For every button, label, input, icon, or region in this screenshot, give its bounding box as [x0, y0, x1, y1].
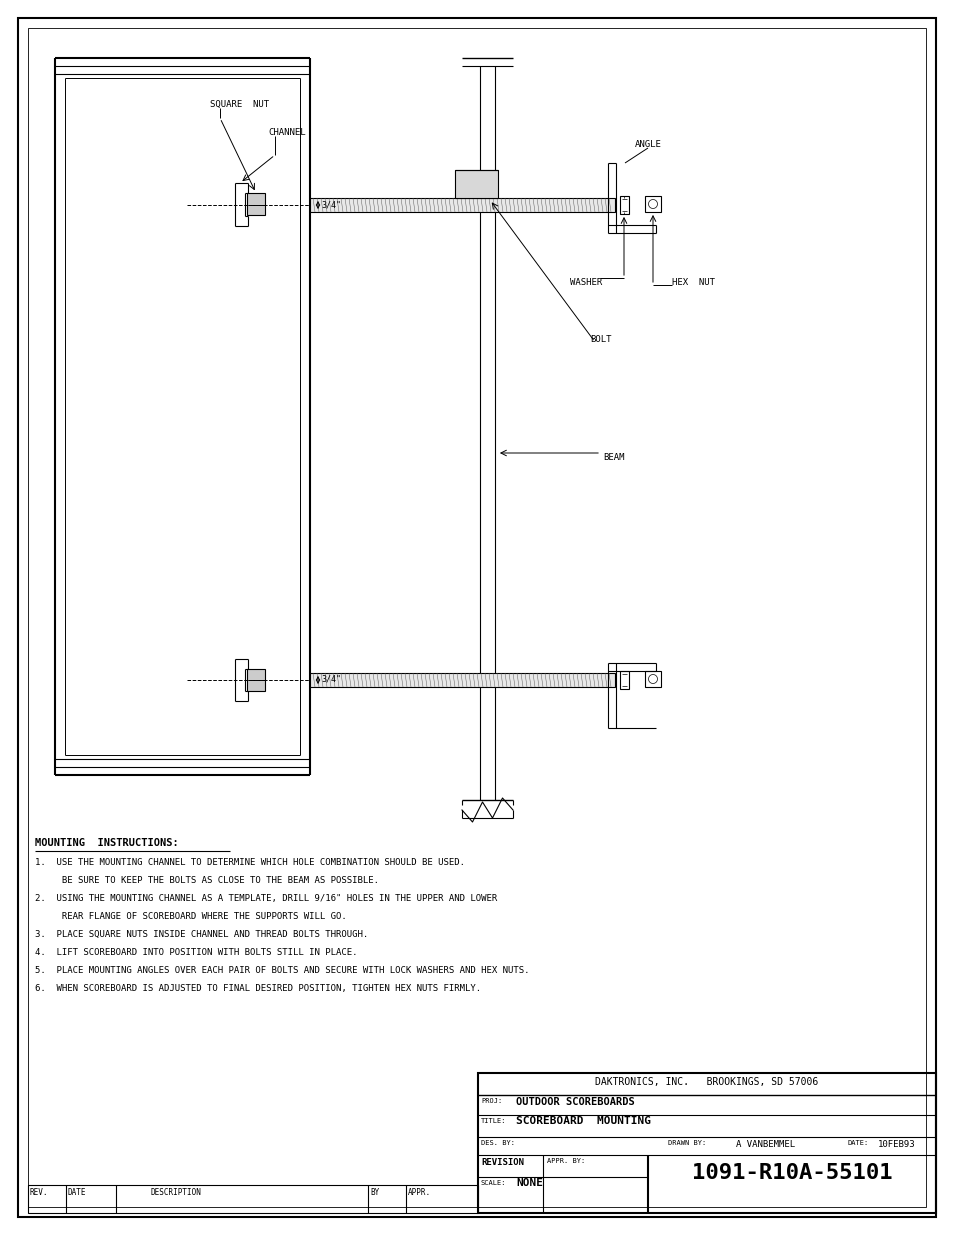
Text: 4.  LIFT SCOREBOARD INTO POSITION WITH BOLTS STILL IN PLACE.: 4. LIFT SCOREBOARD INTO POSITION WITH BO… [35, 948, 357, 957]
Text: NONE: NONE [516, 1178, 542, 1188]
Text: REV.: REV. [30, 1188, 49, 1197]
Text: 3/4": 3/4" [320, 200, 340, 209]
Text: DRAWN BY:: DRAWN BY: [667, 1140, 705, 1146]
Text: MOUNTING  INSTRUCTIONS:: MOUNTING INSTRUCTIONS: [35, 839, 178, 848]
Text: CHANNEL: CHANNEL [268, 128, 305, 137]
Text: 1091-R10A-55101: 1091-R10A-55101 [691, 1163, 891, 1183]
Bar [455, 170, 497, 198]
Text: APPR.: APPR. [408, 1188, 431, 1197]
Bar [644, 196, 660, 212]
Text: SQUARE  NUT: SQUARE NUT [210, 100, 269, 109]
Text: OUTDOOR SCOREBOARDS: OUTDOOR SCOREBOARDS [516, 1097, 634, 1107]
Text: 2.  USING THE MOUNTING CHANNEL AS A TEMPLATE, DRILL 9/16" HOLES IN THE UPPER AND: 2. USING THE MOUNTING CHANNEL AS A TEMPL… [35, 894, 497, 903]
Text: DATE: DATE [68, 1188, 87, 1197]
Text: DAKTRONICS, INC.   BROOKINGS, SD 57006: DAKTRONICS, INC. BROOKINGS, SD 57006 [595, 1077, 818, 1087]
Text: BOLT: BOLT [589, 335, 611, 345]
Text: PROJ:: PROJ: [480, 1098, 501, 1104]
Text: DES. BY:: DES. BY: [480, 1140, 515, 1146]
Text: A VANBEMMEL: A VANBEMMEL [735, 1140, 794, 1149]
Text: DESCRIPTION: DESCRIPTION [151, 1188, 201, 1197]
Text: 1.  USE THE MOUNTING CHANNEL TO DETERMINE WHICH HOLE COMBINATION SHOULD BE USED.: 1. USE THE MOUNTING CHANNEL TO DETERMINE… [35, 858, 464, 867]
Text: WASHER: WASHER [569, 278, 601, 287]
Text: HEX  NUT: HEX NUT [671, 278, 714, 287]
Text: 3/4": 3/4" [320, 676, 340, 684]
Text: BE SURE TO KEEP THE BOLTS AS CLOSE TO THE BEAM AS POSSIBLE.: BE SURE TO KEEP THE BOLTS AS CLOSE TO TH… [35, 876, 378, 885]
Bar [247, 193, 265, 215]
Text: REVISION: REVISION [480, 1158, 523, 1167]
Bar [28, 1186, 477, 1213]
Bar [644, 671, 660, 687]
Text: SCALE:: SCALE: [480, 1179, 506, 1186]
Text: ANGLE: ANGLE [635, 140, 661, 149]
Text: DATE:: DATE: [847, 1140, 868, 1146]
Bar [247, 669, 265, 692]
Bar [310, 198, 615, 212]
Text: 6.  WHEN SCOREBOARD IS ADJUSTED TO FINAL DESIRED POSITION, TIGHTEN HEX NUTS FIRM: 6. WHEN SCOREBOARD IS ADJUSTED TO FINAL … [35, 984, 480, 993]
Text: BEAM: BEAM [602, 453, 624, 462]
Text: 3.  PLACE SQUARE NUTS INSIDE CHANNEL AND THREAD BOLTS THROUGH.: 3. PLACE SQUARE NUTS INSIDE CHANNEL AND … [35, 930, 368, 939]
Text: 5.  PLACE MOUNTING ANGLES OVER EACH PAIR OF BOLTS AND SECURE WITH LOCK WASHERS A: 5. PLACE MOUNTING ANGLES OVER EACH PAIR … [35, 966, 529, 974]
Text: SCOREBOARD  MOUNTING: SCOREBOARD MOUNTING [516, 1116, 650, 1126]
Text: APPR. BY:: APPR. BY: [546, 1158, 584, 1165]
Text: 10FEB93: 10FEB93 [877, 1140, 915, 1149]
Text: BY: BY [370, 1188, 379, 1197]
Text: TITLE:: TITLE: [480, 1118, 506, 1124]
Bar [310, 673, 615, 687]
Bar [477, 1073, 935, 1213]
Text: REAR FLANGE OF SCOREBOARD WHERE THE SUPPORTS WILL GO.: REAR FLANGE OF SCOREBOARD WHERE THE SUPP… [35, 911, 346, 921]
Bar [619, 196, 628, 214]
Bar [619, 671, 628, 689]
